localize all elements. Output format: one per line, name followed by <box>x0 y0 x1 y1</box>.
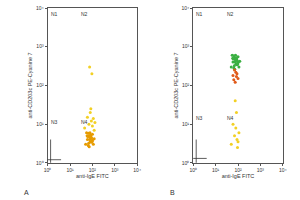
svg-text:anti-IgE FITC: anti-IgE FITC <box>76 173 109 179</box>
svg-text:N4: N4 <box>81 119 88 125</box>
svg-text:N4: N4 <box>227 115 234 121</box>
svg-text:10⁴: 10⁴ <box>181 5 189 11</box>
svg-text:A: A <box>24 189 29 196</box>
svg-text:10⁰: 10⁰ <box>36 160 44 166</box>
svg-text:N3: N3 <box>196 115 203 121</box>
svg-text:N3: N3 <box>51 119 58 125</box>
svg-text:anti-CD203c PE-Cyanine 7: anti-CD203c PE-Cyanine 7 <box>173 52 179 118</box>
svg-text:10¹: 10¹ <box>36 121 44 127</box>
svg-text:10³: 10³ <box>257 167 265 173</box>
svg-text:10⁴: 10⁴ <box>279 167 287 173</box>
svg-text:N1: N1 <box>51 11 58 17</box>
svg-text:B: B <box>170 189 175 196</box>
svg-text:10¹: 10¹ <box>66 167 74 173</box>
svg-text:10⁰: 10⁰ <box>44 167 52 173</box>
svg-text:10⁰: 10⁰ <box>182 160 190 166</box>
svg-text:10¹: 10¹ <box>182 121 190 127</box>
svg-text:10³: 10³ <box>111 167 119 173</box>
svg-text:10⁰: 10⁰ <box>189 167 197 173</box>
svg-text:anti-CD203c PE-Cyanine 7: anti-CD203c PE-Cyanine 7 <box>27 52 33 118</box>
svg-text:10³: 10³ <box>182 43 190 49</box>
svg-text:10²: 10² <box>182 82 190 88</box>
svg-text:10⁴: 10⁴ <box>133 167 141 173</box>
svg-text:N1: N1 <box>196 11 203 17</box>
svg-text:10²: 10² <box>234 167 242 173</box>
svg-text:10¹: 10¹ <box>212 167 220 173</box>
svg-text:10²: 10² <box>89 167 97 173</box>
svg-text:10⁴: 10⁴ <box>36 5 44 11</box>
svg-text:10²: 10² <box>36 82 44 88</box>
svg-text:N2: N2 <box>81 11 88 17</box>
svg-text:N2: N2 <box>227 11 234 17</box>
svg-text:10³: 10³ <box>36 43 44 49</box>
svg-text:anti-IgE FITC: anti-IgE FITC <box>222 173 255 179</box>
